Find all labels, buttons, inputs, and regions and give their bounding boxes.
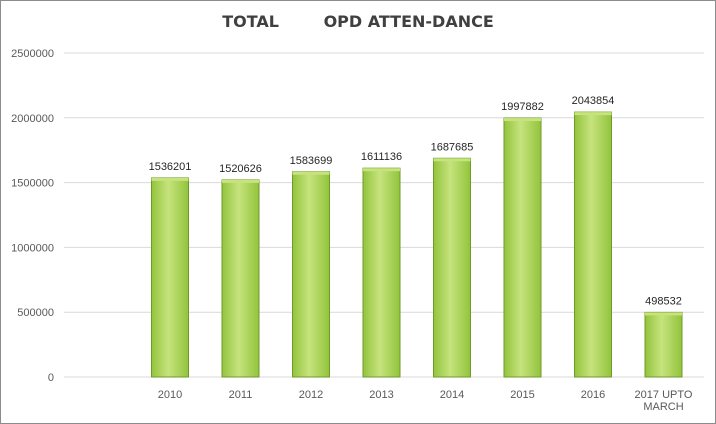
chart-title: TOTAL OPD ATTEN-DANCE: [222, 12, 494, 31]
data-label: 1520626: [219, 163, 262, 175]
bar-top: [645, 312, 682, 316]
bar: [433, 157, 471, 378]
x-tick-label: 2012: [299, 389, 323, 401]
bar: [221, 179, 260, 378]
bar-top: [222, 179, 259, 183]
x-tick-label: 2017 UPTO: [635, 389, 693, 401]
bar-top: [433, 158, 471, 162]
x-tick-label: MARCH: [643, 401, 683, 413]
y-tick-label: 1000000: [11, 242, 54, 254]
bar-top: [574, 112, 612, 116]
bar-top: [292, 171, 330, 175]
bar: [574, 111, 612, 378]
data-label: 1997882: [501, 101, 544, 113]
x-axis: 2010 2011 2012 2013 2014 2015 2016 2017 UPTOMAR…: [158, 389, 693, 413]
data-label: 1611136: [361, 151, 402, 163]
x-tick-label: 2016: [581, 389, 605, 401]
data-label: 1583699: [290, 155, 333, 167]
bar-top: [151, 177, 189, 181]
data-label: 1536201: [149, 161, 192, 173]
x-tick-label: 2015: [510, 389, 534, 401]
y-tick-label: 500000: [17, 307, 54, 319]
y-tick-label: 1500000: [11, 178, 54, 190]
bar-top: [363, 168, 400, 172]
x-tick-label: 2011: [229, 389, 253, 401]
data-label: 1687685: [431, 141, 474, 153]
x-tick-label: 2010: [158, 389, 182, 401]
bar: [644, 311, 683, 378]
y-tick-label: 2500000: [11, 48, 54, 60]
bar: [362, 167, 401, 378]
bars: [151, 111, 683, 378]
y-tick-label: 0: [48, 372, 54, 384]
data-label: 498532: [645, 295, 682, 307]
y-tick-label: 2000000: [11, 113, 54, 125]
bar: [151, 177, 189, 378]
x-tick-label: 2014: [440, 389, 464, 401]
data-label: 2043854: [572, 95, 615, 107]
data-labels: 1536201 1520626 1583699 1611136 1687685 19978…: [149, 95, 682, 307]
bar: [292, 171, 330, 378]
bar-top: [504, 118, 541, 122]
x-tick-label: 2013: [369, 389, 393, 401]
y-axis: 0 500000 1000000 1500000 2000000 2500000: [11, 48, 54, 384]
bar: [503, 117, 542, 378]
